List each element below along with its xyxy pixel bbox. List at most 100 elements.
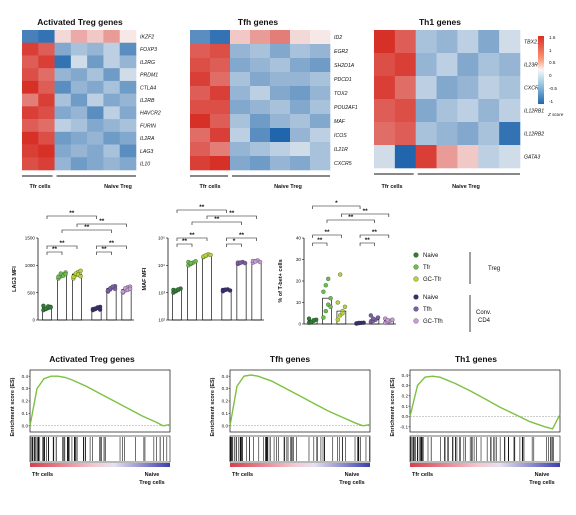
heatmap-cell: [22, 42, 39, 56]
heatmap-gene-label: SH2D1A: [334, 63, 355, 69]
heatmap-cell: [290, 156, 311, 171]
heatmap-cell: [415, 53, 437, 77]
heatmap-gene-label: IKZF2: [140, 34, 154, 40]
data-point: [48, 305, 53, 310]
legend-marker: [413, 264, 419, 270]
rank-gradient: [230, 463, 370, 467]
heatmap-cell: [250, 128, 271, 143]
legend-label: Tfh: [423, 307, 432, 313]
heatmap-cell: [190, 128, 211, 143]
heatmap-cell: [436, 76, 458, 100]
heatmap2-group-tfr: Tfr cells: [199, 184, 220, 190]
heatmap-cell: [210, 58, 231, 73]
data-point: [78, 268, 83, 273]
data-point: [41, 303, 46, 308]
data-point: [97, 307, 103, 312]
heatmap-cell: [374, 53, 396, 77]
colorbar: 1.5 1 0.5 0 -0.5 -1 Z score: [538, 35, 564, 117]
heatmap-gene-label: TBX21: [524, 40, 540, 46]
barcode-frame: [229, 435, 371, 463]
heatmap-cell: [374, 76, 396, 100]
significance-label: **: [348, 214, 354, 221]
heatmap-cell: [38, 80, 55, 94]
data-point: [257, 259, 263, 265]
heatmap-cell: [415, 122, 437, 146]
heatmap-cell: [22, 157, 39, 171]
heatmap-cell: [54, 106, 72, 120]
significance-label: **: [101, 246, 107, 253]
y-tick-label: 0.1: [222, 411, 229, 416]
heatmap2-group-naive: Naive Treg: [274, 184, 302, 190]
data-point: [328, 296, 333, 301]
heatmap-cell: [190, 30, 211, 45]
data-point: [223, 287, 228, 292]
heatmap-cell: [87, 30, 104, 44]
heatmap-cell: [394, 145, 417, 169]
heatmap-cell: [38, 55, 55, 69]
significance-bracket: [191, 221, 242, 225]
heatmap-cell: [310, 100, 331, 115]
heatmap-cell: [70, 144, 88, 158]
y-tick-label: 0.1: [402, 404, 409, 409]
heatmap-cell: [270, 142, 291, 157]
gsea-title: Tfh genes: [270, 354, 310, 364]
heatmap-cell: [70, 80, 88, 94]
significance-label: **: [317, 237, 323, 244]
data-point: [338, 272, 343, 277]
y-tick-label: 0.3: [22, 386, 29, 391]
colorbar-gradient: [538, 36, 544, 104]
significance-bracket: [46, 245, 78, 249]
heatmap1-group-tfr: Tfr cells: [29, 184, 50, 190]
heatmap-cell: [119, 157, 137, 171]
heatmap-cell: [54, 68, 72, 82]
heatmap-cell: [210, 44, 231, 59]
data-point: [321, 289, 326, 294]
heatmap-cell: [210, 128, 231, 143]
colorbar-tick: 0.5: [549, 60, 556, 65]
heatmap-cell: [270, 114, 291, 129]
gsea-panels: Activated Treg genes 0.4 0.3 0.2 0.1 0.0 Enric…: [10, 354, 561, 486]
heatmap-cell: [310, 128, 331, 143]
heatmap-cell: [38, 106, 55, 120]
data-point: [242, 260, 248, 266]
heatmap-cell: [119, 93, 137, 107]
y-tick-label: 40: [296, 236, 302, 241]
heatmap-cell: [87, 119, 104, 133]
barcode-frame: [409, 435, 561, 463]
heatmap-cell: [70, 106, 88, 120]
heatmap-cell: [22, 80, 39, 94]
heatmap-cell: [54, 131, 72, 145]
gsea-frame: [229, 369, 371, 433]
data-point: [323, 283, 328, 288]
rank-gradient: [410, 463, 560, 467]
heatmap-gene-label: IL2RA: [140, 136, 155, 142]
mean-bar: [202, 255, 213, 321]
heatmap-cell: [103, 93, 121, 107]
colorbar-tick: 1.5: [549, 35, 556, 40]
y-tick-label: 1000: [25, 263, 36, 268]
data-point: [340, 311, 345, 316]
heatmap-cell: [270, 58, 291, 73]
heatmap-cell: [478, 122, 500, 146]
heatmap-cell: [250, 30, 271, 45]
y-tick-label: 0.2: [402, 393, 409, 398]
y-tick-label: 0.2: [22, 399, 29, 404]
data-point: [176, 287, 181, 292]
significance-label: *: [233, 238, 236, 245]
data-point: [208, 252, 213, 258]
heatmap-cell: [190, 100, 211, 115]
heatmap-cell: [38, 93, 55, 107]
heatmap-cell: [103, 144, 121, 158]
heatmap-cell: [210, 156, 231, 171]
significance-bracket: [359, 234, 390, 238]
data-point: [78, 274, 83, 279]
heatmap-cell: [290, 86, 311, 101]
heatmap-cell: [394, 99, 417, 123]
significance-label: **: [189, 232, 195, 239]
heatmap-cell: [70, 68, 88, 82]
heatmap-cell: [394, 53, 417, 77]
significance-bracket: [96, 245, 127, 249]
heatmap-cell: [270, 72, 291, 87]
heatmap-cell: [457, 122, 479, 146]
